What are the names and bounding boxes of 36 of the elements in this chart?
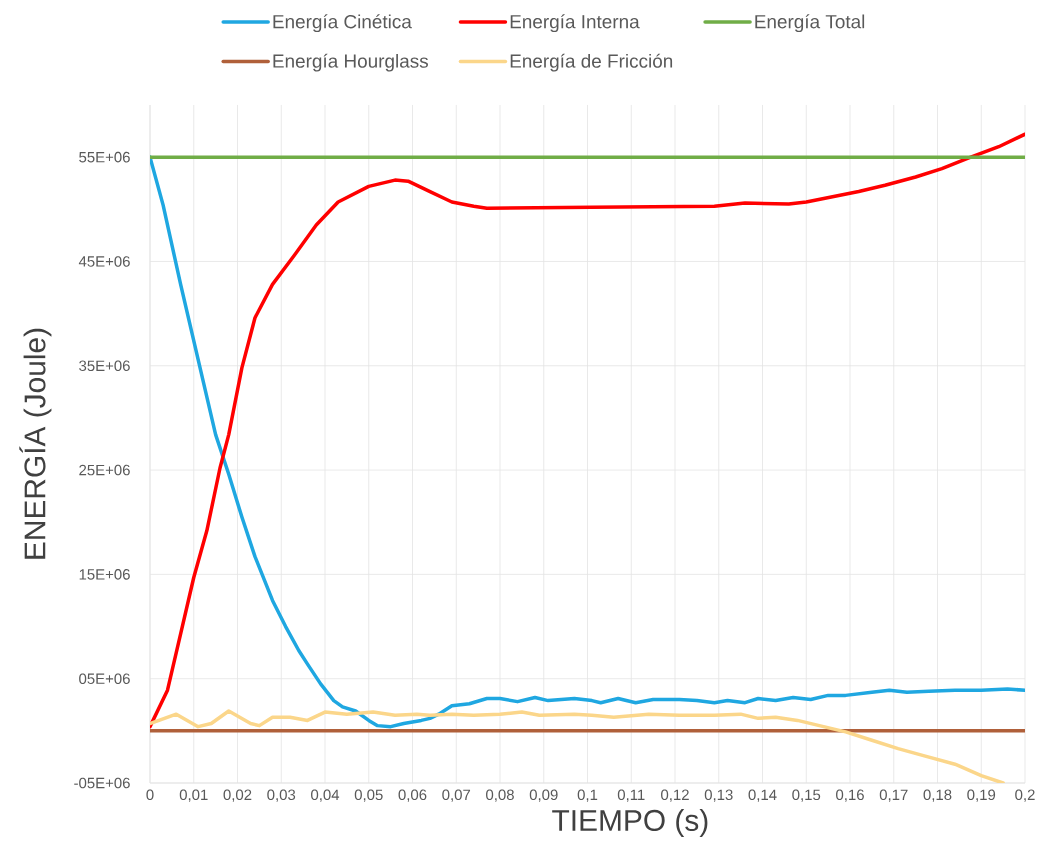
- x-tick-label: 0,15: [792, 789, 821, 802]
- x-tick-label: 0,12: [661, 789, 689, 802]
- legend-label: Energía Interna: [510, 14, 640, 33]
- x-tick-label: 0,03: [267, 789, 296, 802]
- legend-label: Energía Total: [755, 14, 865, 33]
- x-tick-label: 0,1: [577, 789, 598, 802]
- x-tick-label: 0,18: [923, 789, 952, 802]
- x-tick-label: 0,02: [223, 789, 252, 802]
- x-tick-label: 0,14: [748, 789, 777, 802]
- y-axis-title: ENERGÍA (Joule): [19, 328, 52, 559]
- x-tick-label: 0,01: [179, 789, 208, 802]
- x-tick-label: 0,06: [398, 789, 427, 802]
- x-tick-label: 0,08: [486, 789, 514, 802]
- legend-label: Energía Cinética: [273, 14, 412, 33]
- y-tick-label: 45E+06: [78, 256, 130, 267]
- x-tick-label: 0,19: [967, 789, 996, 802]
- y-tick-label: 15E+06: [79, 569, 130, 580]
- x-tick-label: 0,13: [704, 789, 733, 802]
- y-tick-label: -05E+06: [74, 777, 130, 789]
- y-tick-label: 05E+06: [79, 673, 130, 684]
- y-tick-label: 55E+06: [79, 151, 130, 163]
- x-tick-label: 0,17: [879, 789, 908, 802]
- x-tick-label: 0,16: [836, 789, 864, 802]
- x-tick-label: 0,04: [311, 789, 340, 802]
- x-axis-title: TIEMPO (s): [552, 809, 708, 837]
- legend-label: Energía Hourglass: [273, 53, 428, 72]
- x-tick-label: 0: [146, 789, 154, 801]
- legend-label: Energía de Fricción: [510, 53, 673, 72]
- x-tick-label: 0,07: [442, 789, 471, 802]
- y-tick-label: 35E+06: [79, 360, 130, 372]
- x-tick-label: 0,2: [1015, 789, 1035, 802]
- y-tick-label: 25E+06: [79, 464, 130, 476]
- x-tick-label: 0,11: [617, 789, 645, 802]
- line-series: [150, 709, 1005, 783]
- x-tick-label: 0,09: [529, 789, 558, 802]
- x-tick-label: 0,05: [354, 789, 383, 802]
